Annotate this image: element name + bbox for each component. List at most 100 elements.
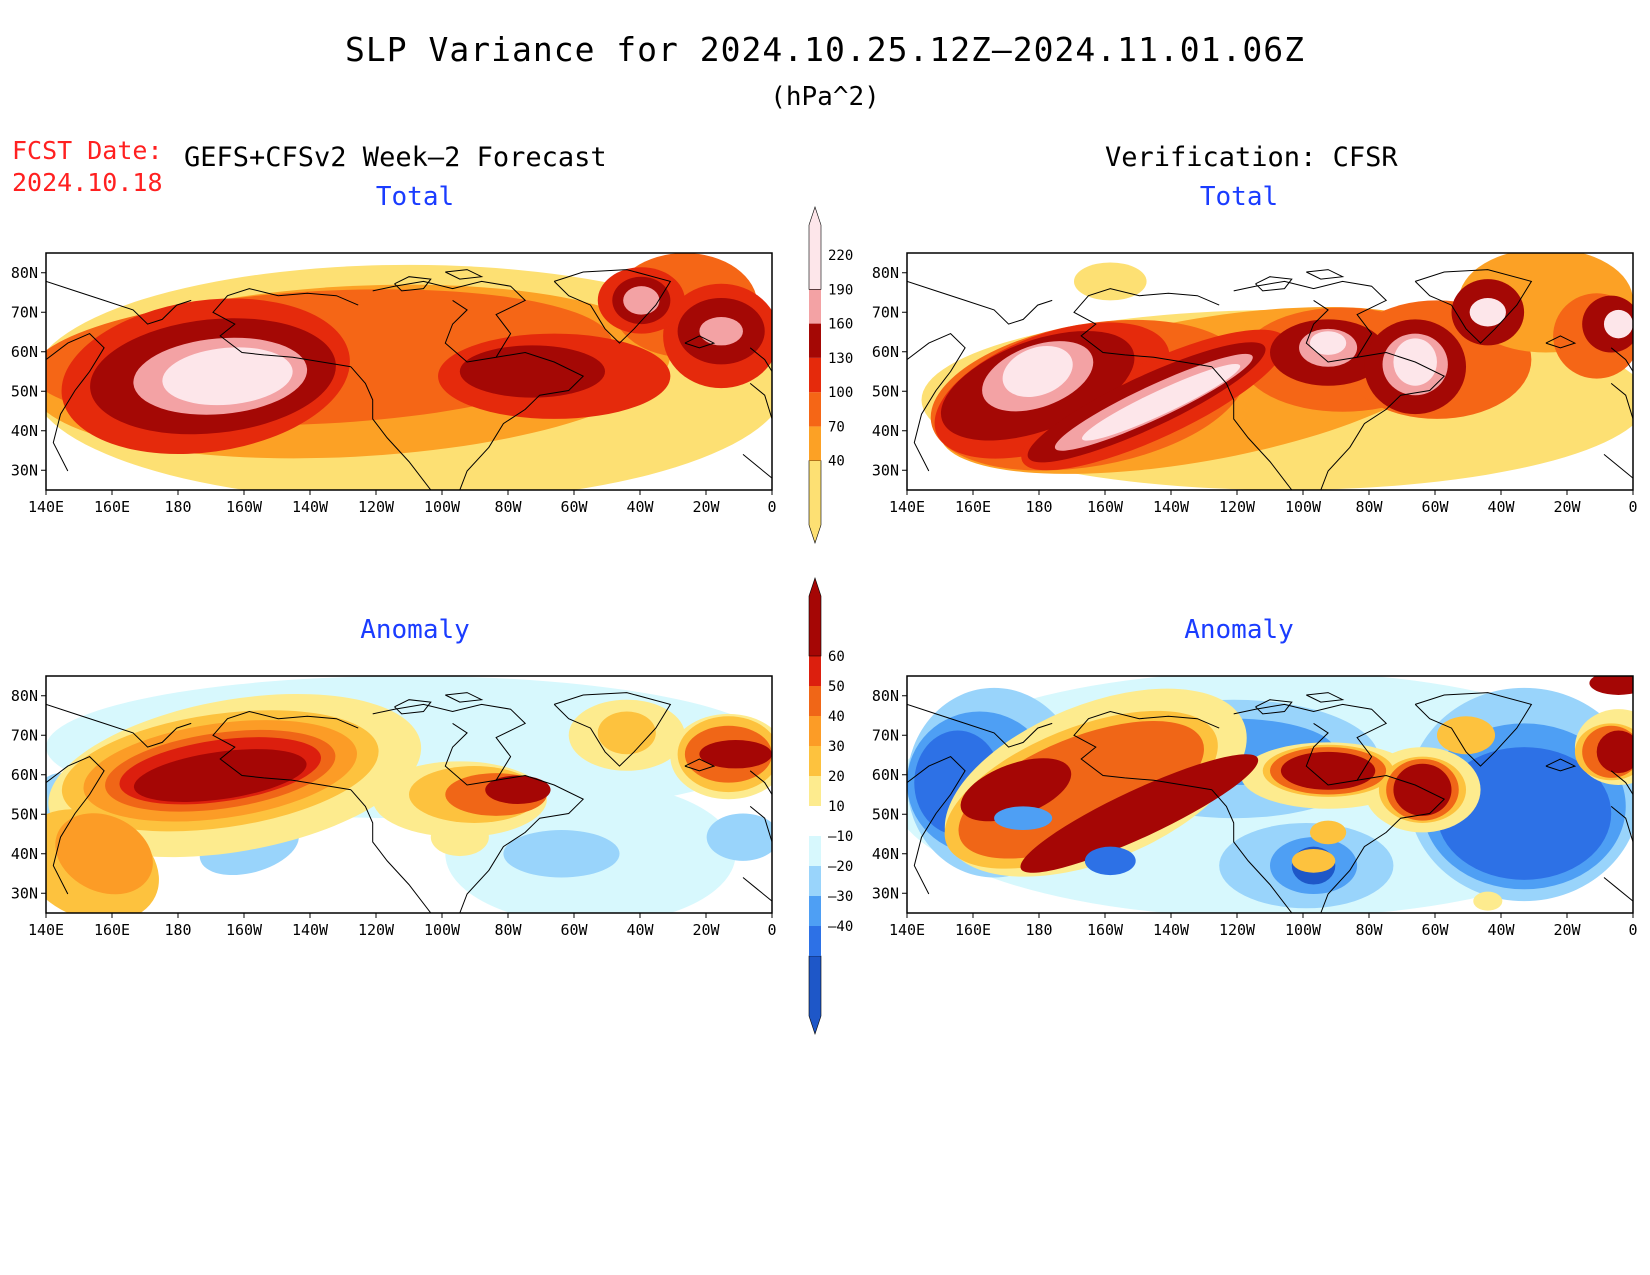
lon-tick-label: 140E (889, 498, 925, 516)
shaded-contour (1081, 363, 1241, 441)
map-panel-fcst-total: 140E 160E 180 160W 140W 120W 100W 80W 60W 40W 20W 0… (11, 252, 777, 516)
colorbar-swatch (809, 926, 821, 956)
coastline (1211, 366, 1293, 490)
colorbar-swatch (809, 289, 821, 324)
map-panel-fcst-anomaly: 140E 160E 180 160W 140W 120W 100W 80W 60W 40W 20W 0… (11, 675, 777, 939)
lon-tick-label: 140E (28, 498, 64, 516)
lat-tick-label: 30N (11, 461, 38, 479)
lat-tick-label: 70N (872, 303, 899, 321)
lon-tick-label: 40W (626, 498, 654, 516)
lon-tick-label: 160E (955, 921, 991, 939)
map-frame (45, 675, 773, 914)
coastline (459, 774, 585, 913)
coastline (372, 703, 527, 786)
lon-tick-label: 60W (1421, 498, 1449, 516)
lon-tick-label: 160W (226, 921, 263, 939)
coastline (1073, 288, 1220, 368)
shaded-contour (1084, 846, 1136, 876)
lon-tick-label: 160W (226, 498, 263, 516)
lat-tick-label: 40N (872, 422, 899, 440)
lon-tick-label: 180 (1025, 498, 1052, 516)
colorbar-total-label: 100 (828, 385, 853, 401)
lon-tick-label: 120W (1219, 921, 1256, 939)
colorbar-swatch (809, 716, 821, 746)
shaded-contour (133, 749, 307, 802)
coastline (46, 280, 192, 325)
colorbar-swatch (808, 577, 822, 657)
coastline (1610, 806, 1633, 843)
shaded-contour (1603, 309, 1633, 339)
lon-tick-label: 140E (28, 921, 64, 939)
colorbar-anomaly-label: –30 (828, 889, 853, 905)
colorbar-anomaly-label: 60 (828, 649, 845, 665)
lat-tick-label: 80N (872, 687, 899, 705)
lon-tick-label: 120W (358, 498, 395, 516)
lon-tick-label: 40W (1487, 498, 1515, 516)
colorbar-swatch (809, 896, 821, 926)
panel-title-verif-anomaly: Anomaly (1184, 615, 1294, 645)
lon-tick-label: 140E (889, 921, 925, 939)
coastline (459, 351, 585, 490)
lon-tick-label: 40W (1487, 921, 1515, 939)
shaded-contour (1002, 346, 1073, 397)
lon-tick-label: 0 (767, 921, 776, 939)
colorbar-anomaly-label: 20 (828, 769, 845, 785)
lon-tick-label: 140W (1153, 921, 1190, 939)
coastline (749, 806, 772, 843)
shaded-contour (1589, 676, 1633, 695)
lon-tick-label: 100W (1285, 498, 1322, 516)
lon-tick-label: 180 (164, 498, 191, 516)
lon-tick-label: 80W (494, 498, 522, 516)
lon-tick-label: 0 (1628, 498, 1637, 516)
lat-tick-label: 80N (11, 264, 38, 282)
forecast-header: GEFS+CFSv2 Week–2 Forecast (184, 142, 607, 173)
lat-tick-label: 60N (872, 766, 899, 784)
colorbar-anomaly-label: –10 (828, 829, 853, 845)
shaded-contour (1073, 262, 1147, 301)
lon-tick-label: 20W (1553, 921, 1581, 939)
coastline (46, 703, 192, 748)
colorbar-anomaly-label: –20 (828, 859, 853, 875)
lon-tick-label: 140W (292, 921, 329, 939)
coastline (46, 333, 105, 472)
colorbar-total: 40 70 100 130 160 190 220 (808, 206, 853, 544)
shaded-contour (1020, 754, 1259, 873)
colorbar-anomaly-label: 40 (828, 709, 845, 725)
lon-tick-label: 160W (1087, 921, 1124, 939)
coastline (553, 692, 672, 767)
colorbar-total-label: 40 (828, 454, 845, 470)
shaded-contour (1393, 763, 1452, 816)
fcst-date-value: 2024.10.18 (12, 168, 163, 197)
colorbar-swatch (809, 746, 821, 776)
coastline (1233, 280, 1388, 363)
colorbar-swatch (809, 686, 821, 716)
lon-tick-label: 140W (292, 498, 329, 516)
lat-tick-label: 60N (872, 343, 899, 361)
lon-tick-label: 140W (1153, 498, 1190, 516)
shaded-contour (430, 818, 489, 857)
lon-tick-label: 120W (1219, 498, 1256, 516)
shaded-contour (485, 775, 551, 804)
map-frame (906, 252, 1634, 491)
colorbar-swatch (809, 323, 821, 358)
colorbar-anomaly-label: 10 (828, 799, 845, 815)
lat-tick-label: 40N (872, 845, 899, 863)
coastline (1610, 383, 1633, 420)
coastline (1073, 710, 1220, 791)
map-panel-verif-total: 140E 160E 180 160W 140W 120W 100W 80W 60W 40W 20W 0… (872, 252, 1638, 516)
lon-tick-label: 80W (1355, 498, 1383, 516)
lon-tick-label: 80W (494, 921, 522, 939)
lat-tick-label: 70N (11, 303, 38, 321)
coastline (907, 333, 966, 472)
coastline (372, 280, 527, 363)
panel-title-fcst-anomaly: Anomaly (360, 615, 470, 645)
lat-tick-label: 50N (11, 805, 38, 823)
coastline (1610, 347, 1633, 372)
colorbar-total-label: 160 (828, 317, 853, 333)
coastline (445, 269, 484, 280)
colorbar-anomaly-label: –40 (828, 919, 853, 935)
coastline (1603, 454, 1633, 479)
coastline (1255, 699, 1293, 715)
lat-tick-label: 40N (11, 422, 38, 440)
map-frame (45, 252, 773, 491)
